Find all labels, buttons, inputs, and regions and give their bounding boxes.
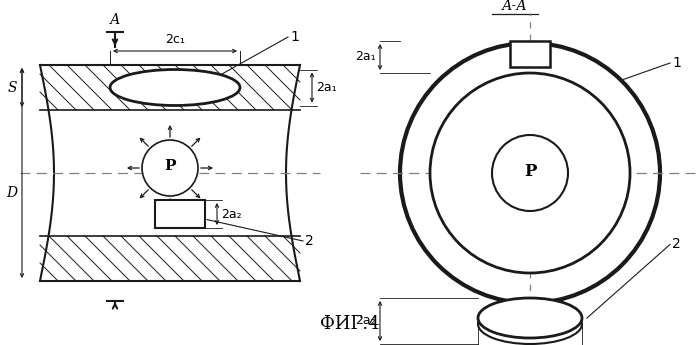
Text: 2a₂: 2a₂ [221,207,241,220]
Text: ФИГ.4: ФИГ.4 [320,315,380,333]
Text: 1: 1 [290,30,299,44]
Text: 2: 2 [305,234,314,248]
Text: D: D [6,186,17,200]
Text: 2a₂: 2a₂ [356,315,376,327]
Text: 2a₁: 2a₁ [356,50,376,63]
Text: P: P [164,159,176,173]
Ellipse shape [492,135,568,211]
Text: 1: 1 [672,56,681,70]
Ellipse shape [400,43,660,303]
Bar [510,41,550,67]
Text: 2: 2 [672,237,680,252]
Text: P: P [524,162,536,179]
Ellipse shape [142,140,198,196]
Text: 2c₁: 2c₁ [165,33,185,46]
Polygon shape [510,41,550,67]
Text: А: А [110,13,120,27]
Text: 2a₁: 2a₁ [316,81,337,94]
Ellipse shape [430,73,630,273]
Bar [155,200,205,228]
Ellipse shape [478,298,582,338]
Ellipse shape [110,69,240,106]
Text: S: S [8,80,17,95]
Text: А-А: А-А [502,0,528,13]
Ellipse shape [478,304,582,344]
